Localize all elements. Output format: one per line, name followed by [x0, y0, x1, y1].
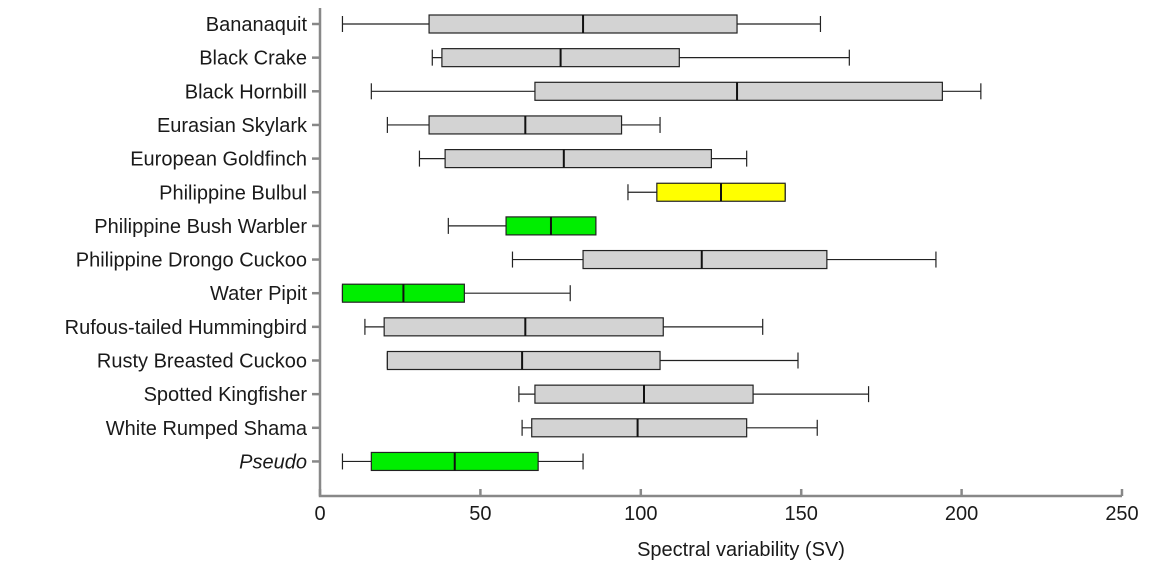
x-tick-label: 250	[1105, 503, 1138, 525]
category-label: Water Pipit	[210, 283, 308, 305]
box-row	[341, 451, 584, 472]
box-row	[364, 317, 764, 337]
category-label: European Goldfinch	[130, 149, 307, 171]
iqr-box	[534, 81, 943, 101]
category-label: White Rumped Shama	[106, 418, 308, 440]
iqr-box	[444, 149, 712, 169]
plot-marks	[341, 14, 982, 472]
box-row	[627, 182, 786, 202]
box-row	[341, 283, 571, 303]
x-tick-label: 100	[624, 503, 657, 525]
box-row	[386, 350, 799, 371]
category-label: Bananaquit	[206, 14, 308, 36]
category-label: Rusty Breasted Cuckoo	[97, 351, 307, 373]
iqr-box	[582, 249, 828, 270]
box-row	[511, 249, 937, 270]
category-label: Philippine Bulbul	[159, 182, 307, 204]
box-row	[341, 14, 822, 34]
category-labels: Bananaquit Black Crake Black Hornbill Euras…	[65, 14, 308, 473]
category-label: Spotted Kingfisher	[144, 384, 308, 406]
box-row	[431, 48, 850, 68]
box-row	[518, 384, 870, 404]
x-tick-label: 50	[469, 503, 491, 525]
x-axis-title: Spectral variability (SV)	[637, 539, 845, 561]
category-label: Philippine Drongo Cuckoo	[76, 250, 307, 272]
iqr-box	[531, 418, 748, 438]
x-tick-label: 200	[945, 503, 978, 525]
x-tick-label: 0	[314, 503, 325, 525]
category-label: Rufous-tailed Hummingbird	[65, 317, 307, 339]
category-label: Eurasian Skylark	[157, 115, 308, 137]
iqr-box	[383, 317, 664, 337]
axis-ticks	[312, 22, 1124, 496]
iqr-box	[386, 350, 661, 371]
box-row	[370, 81, 982, 101]
box-row	[521, 418, 818, 438]
category-label: Pseudo	[239, 451, 307, 473]
x-tick-label: 150	[785, 503, 818, 525]
box-row	[447, 216, 597, 236]
box-row	[386, 115, 661, 135]
x-tick-labels: 0 50 100 150 200 250	[314, 503, 1138, 525]
category-label: Philippine Bush Warbler	[94, 216, 307, 238]
category-label: Black Hornbill	[185, 81, 307, 103]
box-row	[418, 149, 748, 169]
category-label: Black Crake	[199, 48, 307, 70]
